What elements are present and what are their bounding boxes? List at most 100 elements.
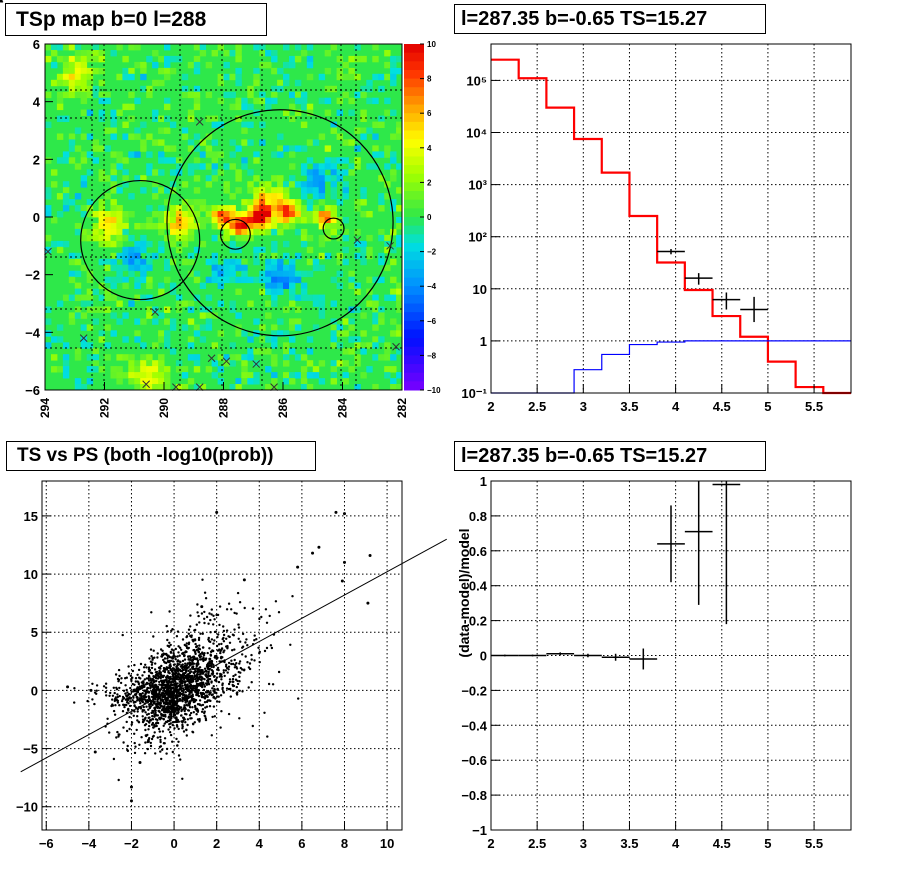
tsmap-cell bbox=[247, 103, 254, 111]
scatter-point bbox=[143, 678, 146, 681]
scatter-point bbox=[217, 633, 220, 636]
scatter-point bbox=[217, 643, 221, 646]
tsmap-cell bbox=[140, 366, 147, 373]
tsmap-cell bbox=[390, 79, 397, 87]
tsmap-cell bbox=[318, 181, 326, 188]
tsmap-cell bbox=[271, 205, 278, 212]
tsmap-cell bbox=[122, 133, 129, 140]
scatter-point bbox=[171, 750, 174, 754]
scatter-point bbox=[114, 704, 117, 707]
y-tick-label: −2 bbox=[25, 268, 40, 283]
scatter-point bbox=[198, 720, 201, 723]
scatter-point bbox=[116, 695, 120, 699]
tsmap-cell bbox=[164, 336, 171, 343]
scatter-point bbox=[226, 671, 229, 674]
tsmap-cell bbox=[98, 234, 105, 242]
tsmap-cell bbox=[193, 44, 201, 51]
tsmap-cell bbox=[80, 384, 88, 391]
colorbar-step bbox=[404, 113, 424, 123]
tsmap-cell bbox=[235, 67, 242, 75]
tsmap-cell bbox=[378, 175, 385, 182]
scatter-point bbox=[181, 697, 185, 700]
tsmap-cell bbox=[259, 205, 266, 212]
tsmap-cell bbox=[146, 151, 153, 158]
scatter-point bbox=[158, 706, 161, 710]
tsmap-cell bbox=[164, 157, 171, 164]
tsmap-cell bbox=[158, 79, 165, 87]
scatter-point bbox=[180, 714, 183, 717]
tsmap-cell bbox=[140, 145, 147, 152]
tsmap-cell bbox=[360, 240, 367, 248]
source-label: F bbox=[0, 0, 4, 3]
tsmap-cell bbox=[68, 55, 76, 63]
tsmap-cell bbox=[110, 187, 117, 194]
tsmap-cell bbox=[98, 91, 105, 99]
scatter-point bbox=[172, 649, 175, 652]
x-tick-label: 284 bbox=[336, 398, 350, 418]
tsmap-cell bbox=[283, 187, 290, 194]
tsmap-cell bbox=[229, 246, 236, 254]
tsmap-cell bbox=[169, 288, 177, 295]
tsmap-cell bbox=[181, 205, 189, 212]
tsmap-cell bbox=[318, 360, 326, 367]
scatter-point bbox=[190, 670, 193, 673]
scatter-point bbox=[151, 709, 154, 713]
scatter-point bbox=[149, 741, 152, 745]
tsmap-cell bbox=[110, 276, 117, 284]
scatter-point bbox=[178, 680, 181, 683]
tsmap-cell bbox=[104, 354, 111, 361]
scatter-point bbox=[159, 740, 162, 744]
tsmap-cell bbox=[259, 288, 266, 295]
scatter-point bbox=[253, 634, 256, 637]
tsmap-cell bbox=[45, 205, 52, 212]
scatter-point bbox=[190, 699, 193, 702]
scatter-point bbox=[162, 653, 165, 657]
tsmap-cell bbox=[318, 211, 326, 218]
tsmap-cell bbox=[366, 211, 373, 218]
tsmap-cell bbox=[116, 151, 123, 158]
scatter-point bbox=[141, 718, 145, 721]
tsmap-cell bbox=[56, 55, 64, 63]
tsmap-cell bbox=[74, 61, 82, 69]
tsmap-cell bbox=[193, 246, 201, 254]
tsmap-cell bbox=[378, 73, 385, 81]
scatter-point bbox=[198, 703, 201, 706]
scatter-point bbox=[115, 686, 118, 689]
scatter-point bbox=[160, 757, 163, 761]
tsmap-cell bbox=[247, 336, 254, 343]
tsmap-cell bbox=[193, 366, 201, 373]
scatter-point bbox=[260, 615, 263, 619]
scatter-point bbox=[212, 642, 215, 645]
tsmap-cell bbox=[62, 354, 70, 361]
scatter-point bbox=[191, 667, 195, 670]
tsmap-cell bbox=[330, 169, 337, 176]
tsmap-cell bbox=[372, 384, 379, 391]
tsmap-cell bbox=[241, 211, 248, 218]
tsmap-cell bbox=[193, 61, 201, 69]
scatter-point bbox=[162, 700, 165, 703]
tsmap-cell bbox=[110, 181, 117, 188]
tsmap-cell bbox=[140, 264, 147, 272]
scatter-point bbox=[219, 651, 222, 655]
tsmap-cell bbox=[396, 133, 403, 140]
scatter-point bbox=[258, 651, 261, 655]
tsmap-cell bbox=[324, 234, 332, 242]
scatter-point bbox=[139, 662, 143, 666]
tsmap-cell bbox=[175, 366, 183, 373]
tsmap-cell bbox=[175, 228, 183, 236]
tsmap-cell bbox=[300, 378, 308, 385]
scatter-point bbox=[146, 691, 150, 694]
scatter-point bbox=[197, 638, 201, 642]
colorbar-tick-label: 0 bbox=[427, 213, 432, 222]
scatter-point bbox=[181, 659, 185, 663]
scatter-point bbox=[144, 663, 147, 666]
scatter-point bbox=[233, 628, 236, 631]
scatter-point bbox=[174, 680, 177, 683]
scatter-point bbox=[200, 704, 203, 707]
colorbar-tick-label: −2 bbox=[427, 248, 437, 257]
scatter-point bbox=[145, 713, 149, 716]
scatter-point bbox=[172, 691, 176, 695]
scatter-point bbox=[157, 727, 161, 731]
scatter-point bbox=[168, 702, 171, 705]
source-cross bbox=[195, 383, 204, 391]
